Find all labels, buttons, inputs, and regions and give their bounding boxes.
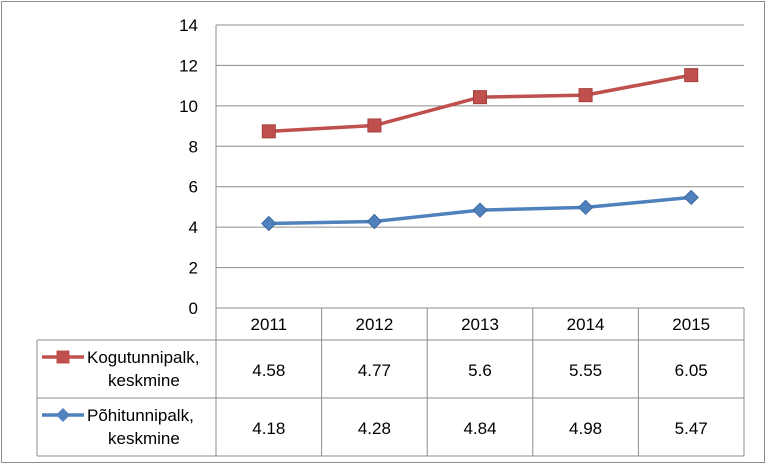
data-point-marker [473,90,487,105]
y-tick-label: 6 [189,178,198,197]
legend-label: keskmine [108,429,180,448]
table-value: 4.18 [252,419,285,438]
legend-label: Kogutunnipalk, [87,348,199,367]
table-value: 4.28 [358,419,391,438]
y-tick-label: 2 [189,259,198,278]
table-value: 4.84 [463,419,496,438]
data-point-marker [261,215,277,232]
data-point-marker [261,124,276,139]
series-lines [261,68,699,232]
data-point-marker [367,118,382,133]
table-value: 4.98 [569,419,602,438]
y-tick-label: 0 [189,299,198,318]
data-point-marker [578,88,593,103]
table-value: 4.58 [252,361,285,380]
category-label: 2011 [251,315,288,334]
legend-key-marker [56,408,70,422]
table-value: 5.47 [675,419,708,438]
y-tick-label: 14 [179,16,198,35]
category-label: 2015 [672,315,710,334]
legend-label: keskmine [108,371,180,390]
legend-key-marker [56,350,70,364]
data-point-marker [577,199,594,216]
data-table: 2011 2012 2013 2014 2015 Kogutunnipalk, keskmi… [36,307,745,457]
data-point-marker [683,189,699,206]
table-value: 4.77 [358,361,391,380]
y-tick-label: 10 [179,97,198,116]
table-value: 5.6 [468,361,492,380]
y-axis: 0 2 4 6 8 10 12 14 [179,16,217,318]
category-label: 2014 [567,315,605,334]
data-point-marker [472,202,488,218]
data-point-marker [684,68,699,83]
category-label: 2012 [355,315,393,334]
y-tick-label: 12 [179,56,198,75]
table-value: 6.05 [675,361,708,380]
legend-label: Põhitunnipalk, [87,406,194,425]
y-tick-label: 8 [189,137,198,156]
table-value: 5.55 [569,361,602,380]
y-tick-label: 4 [189,218,198,237]
gridlines [216,24,744,269]
category-label: 2013 [461,315,499,334]
data-point-marker [366,213,383,230]
